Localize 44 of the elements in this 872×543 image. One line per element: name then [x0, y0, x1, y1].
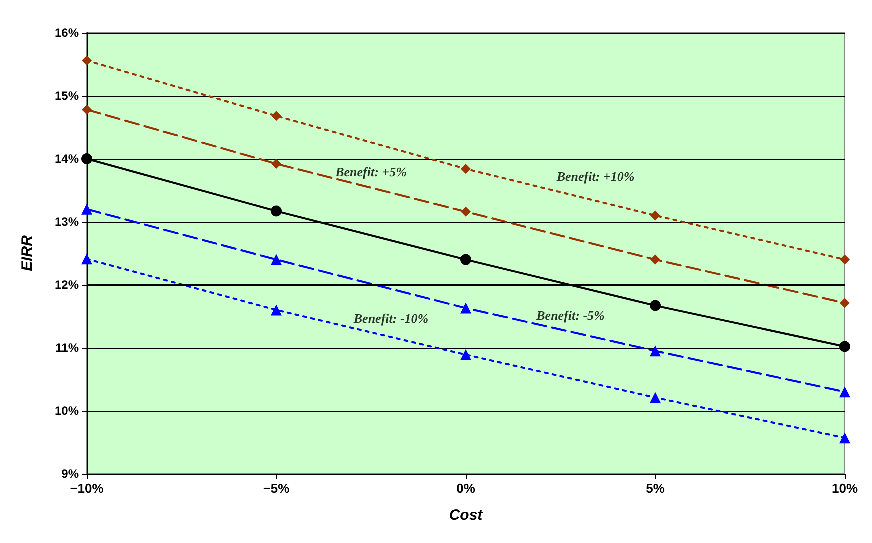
- point: [460, 254, 472, 266]
- point: [82, 154, 92, 164]
- x-axis-title: Cost: [449, 507, 484, 524]
- y-tick-label: 11%: [56, 341, 80, 355]
- y-tick-label: 14%: [54, 152, 80, 166]
- point: [840, 432, 850, 444]
- point: [460, 349, 472, 360]
- x-tick-label: 5%: [646, 481, 666, 496]
- point: [272, 111, 282, 122]
- point: [461, 164, 471, 174]
- series-label: Benefit: +10%: [556, 168, 635, 184]
- y-tick-label: 13%: [54, 215, 80, 229]
- x-tick-label: −10%: [70, 481, 104, 496]
- x-tick-label: −5%: [263, 481, 290, 496]
- point: [840, 298, 850, 308]
- point: [650, 346, 661, 357]
- point: [272, 159, 282, 170]
- point: [271, 206, 282, 217]
- x-tick-label: 10%: [832, 481, 858, 496]
- y-axis-title: EIRR: [19, 235, 36, 272]
- point: [82, 104, 92, 115]
- point: [82, 254, 92, 265]
- x-tick-label: 0%: [456, 481, 476, 496]
- point: [82, 204, 92, 215]
- y-tick-label: 12%: [54, 278, 80, 292]
- point: [271, 304, 282, 316]
- y-tick-label: 10%: [54, 404, 80, 418]
- point: [840, 386, 850, 398]
- point: [461, 206, 471, 217]
- point: [650, 392, 661, 404]
- series-label: Benefit: -10%: [352, 311, 429, 326]
- point: [460, 302, 472, 314]
- y-tick-label: 9%: [62, 467, 80, 481]
- point: [650, 254, 660, 265]
- point: [271, 254, 282, 266]
- series-label: Benefit: -5%: [536, 308, 606, 324]
- point: [650, 210, 660, 221]
- point: [650, 300, 661, 312]
- y-tick-label: 16%: [54, 26, 80, 40]
- y-tick-label: 15%: [54, 89, 80, 103]
- point: [82, 56, 92, 66]
- point: [840, 341, 850, 352]
- point: [840, 254, 850, 265]
- series-label: Benefit: +5%: [334, 164, 408, 180]
